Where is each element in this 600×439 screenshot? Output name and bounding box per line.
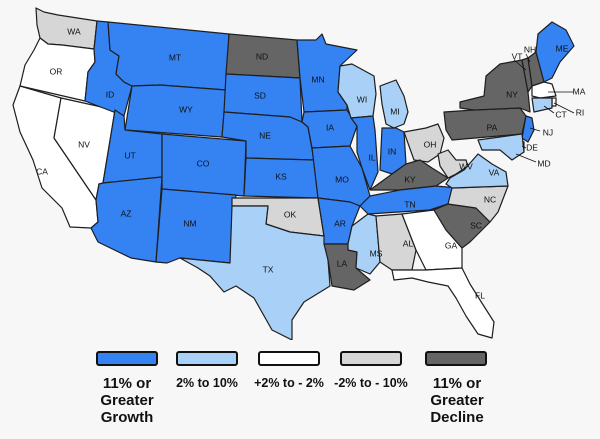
us-choropleth-map: WA OR CA NV ID MT WY UT AZ CO NM ND SD NE KS OK TX MN IA MO… (12, 7, 586, 340)
leader-line (529, 127, 541, 132)
state-label-wi: WI (357, 94, 367, 104)
state-label-fl: FL (475, 290, 485, 300)
state-label-md: MD (537, 158, 550, 168)
state-label-vt: VT (512, 51, 523, 61)
state-label-nc: NC (484, 194, 496, 204)
state-fl (391, 267, 495, 339)
state-nc (429, 185, 509, 223)
leader-line (525, 53, 531, 63)
state-label-co: CO (197, 158, 210, 168)
state-label-ia: IA (326, 122, 334, 132)
state-label-ok: OK (284, 209, 297, 219)
state-label-nj: NJ (543, 127, 553, 137)
state-label-tx: TX (263, 264, 274, 274)
state-label-sd: SD (254, 90, 266, 100)
state-label-nv: NV (78, 139, 90, 149)
state-md (477, 133, 525, 161)
legend-label-decline-low: -2% to - 10% (334, 376, 408, 390)
state-label-sc: SC (470, 220, 482, 230)
state-nj (521, 115, 535, 143)
state-label-mi: MI (390, 106, 399, 116)
states-layer (12, 7, 575, 340)
leader-line (513, 59, 527, 71)
state-label-in: IN (388, 146, 397, 156)
legend-label-growth-low: 2% to 10% (176, 376, 238, 390)
state-label-ks: KS (275, 171, 287, 181)
state-label-ms: MS (370, 248, 383, 258)
state-label-nd: ND (256, 51, 268, 61)
state-label-nh: NH (524, 44, 536, 54)
state-mi (379, 79, 409, 129)
state-label-ri: RI (576, 107, 585, 117)
state-label-ut: UT (124, 150, 135, 160)
state-label-mt: MT (169, 52, 181, 62)
legend-label-decline-high: 11% or Greater Decline (430, 375, 484, 426)
state-label-wv: WV (459, 161, 473, 171)
state-wv (437, 149, 469, 179)
legend-label-growth-high: 11% or Greater Growth (100, 375, 154, 426)
state-me (535, 21, 575, 83)
state-label-ne: NE (259, 130, 271, 140)
state-label-ky: KY (404, 174, 416, 184)
state-label-tn: TN (404, 199, 415, 209)
state-label-il: IL (368, 152, 375, 162)
state-label-nm: NM (183, 218, 196, 228)
state-label-mo: MO (335, 174, 349, 184)
state-label-ar: AR (334, 218, 346, 228)
state-label-ca: CA (36, 166, 48, 176)
legend-swatch-growth-low (176, 351, 238, 366)
state-ny (459, 59, 531, 113)
leader-line (515, 153, 537, 163)
state-label-mn: MN (311, 74, 324, 84)
state-label-or: OR (50, 66, 63, 76)
legend-swatch-decline-high (425, 351, 487, 366)
state-oh (403, 123, 445, 163)
state-tx (179, 205, 331, 340)
state-label-id: ID (106, 89, 115, 99)
state-label-ny: NY (506, 89, 518, 99)
state-label-ma: MA (573, 86, 586, 96)
legend-label-stable: +2% to - 2% (254, 376, 324, 390)
state-label-la: LA (337, 258, 348, 268)
state-label-me: ME (556, 43, 569, 53)
state-label-pa: PA (487, 122, 498, 132)
label-leader-lines (513, 53, 575, 163)
state-label-al: AL (403, 238, 414, 248)
state-az (90, 176, 163, 263)
state-wy (124, 84, 227, 138)
leader-line (521, 145, 527, 149)
state-label-va: VA (489, 167, 500, 177)
state-labels-layer: WA OR CA NV ID MT WY UT AZ CO NM ND SD NE KS OK TX MN IA MO… (36, 26, 586, 300)
leader-line (543, 105, 555, 114)
legend-swatch-stable (258, 351, 320, 366)
legend-swatch-decline-low (340, 351, 402, 366)
leader-line (553, 102, 575, 114)
state-label-ga: GA (445, 240, 458, 250)
state-label-az: AZ (121, 208, 132, 218)
state-label-wy: WY (179, 104, 193, 114)
state-label-ct: CT (555, 109, 566, 119)
legend-swatch-growth-high (96, 351, 158, 366)
state-label-oh: OH (424, 139, 437, 149)
state-label-de: DE (526, 142, 538, 152)
state-ma (531, 81, 557, 99)
state-ms (347, 213, 381, 275)
state-label-wa: WA (67, 26, 81, 36)
